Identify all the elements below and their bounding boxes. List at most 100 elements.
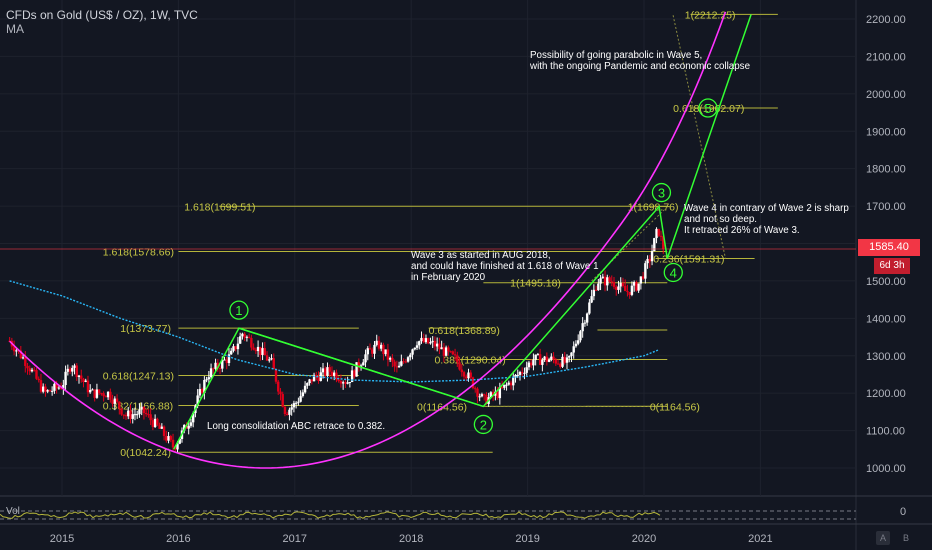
candle-body xyxy=(583,322,587,324)
candle-body xyxy=(317,376,320,381)
candle-body xyxy=(585,313,589,323)
candle-body xyxy=(626,291,629,293)
candle-body xyxy=(462,372,466,377)
candle-body xyxy=(341,382,345,384)
candle-body xyxy=(635,282,638,291)
candle-body xyxy=(628,292,631,295)
time-axis[interactable]: 2015 2016 2017 2018 2019 2020 2021 xyxy=(50,533,773,545)
candle-body xyxy=(424,338,428,343)
candle-body xyxy=(657,228,660,236)
candle-body xyxy=(538,354,542,365)
candle-body xyxy=(297,401,300,403)
volume-series-line xyxy=(0,511,661,519)
candle-body xyxy=(371,349,374,354)
candle-body xyxy=(532,359,535,366)
candle-body xyxy=(272,358,275,369)
candle-body xyxy=(380,344,383,349)
candle-body xyxy=(469,372,472,378)
candle-body xyxy=(474,388,477,390)
candle-body xyxy=(102,393,105,397)
candle-body xyxy=(357,362,361,368)
candle-body xyxy=(536,354,540,356)
candle-body xyxy=(127,410,130,417)
candle-body xyxy=(196,395,199,406)
candle-body xyxy=(355,362,358,377)
auto-scale-button[interactable]: A xyxy=(876,531,890,545)
candle-body xyxy=(377,340,381,349)
symbol-title[interactable]: CFDs on Gold (US$ / OZ), 1W, TVC xyxy=(6,8,198,22)
annotation-wave4: Wave 4 in contrary of Wave 2 is sharp xyxy=(684,203,849,214)
candle-body xyxy=(431,340,434,343)
wave2-line xyxy=(238,327,484,408)
candle-body xyxy=(221,359,224,369)
candle-body xyxy=(597,283,600,291)
candle-body xyxy=(265,355,269,361)
candle-body xyxy=(147,414,150,416)
candle-body xyxy=(406,357,410,362)
candle-body xyxy=(270,358,273,360)
candle-body xyxy=(162,426,166,436)
candle-body xyxy=(160,426,164,429)
candle-body xyxy=(285,414,289,416)
candle-body xyxy=(485,394,488,404)
candle-body xyxy=(460,369,463,373)
last-price-tag: 1585.40 xyxy=(858,239,920,256)
candle-body xyxy=(326,367,329,376)
candle-body xyxy=(328,367,331,372)
candle-body xyxy=(82,378,85,383)
candle-body xyxy=(53,383,56,391)
candle-body xyxy=(294,402,298,404)
candle-body xyxy=(124,414,128,417)
candle-body xyxy=(41,386,45,392)
wave-marker-circle xyxy=(698,98,718,118)
price-tick-label: 1100.00 xyxy=(866,426,905,438)
candle-body xyxy=(100,393,103,395)
candle-body xyxy=(236,343,240,350)
candle-body xyxy=(471,377,475,389)
candle-body xyxy=(529,362,533,366)
candle-body xyxy=(144,413,148,415)
candle-body xyxy=(230,350,233,355)
candle-body xyxy=(243,333,246,338)
volume-label[interactable]: Vol xyxy=(6,506,20,517)
fib-label: 0(1164.56) xyxy=(650,401,700,413)
time-tick-label: 2020 xyxy=(632,533,656,545)
annotation-wave4: and not so deep. xyxy=(684,214,757,225)
bar-countdown-tag: 6d 3h xyxy=(874,258,910,274)
price-axis[interactable]: 1000.00 1100.00 1200.00 1300.00 1400.00 1500.… xyxy=(866,14,906,475)
candle-body xyxy=(521,372,524,374)
candle-body xyxy=(418,341,421,346)
candle-body xyxy=(373,344,376,354)
candle-body xyxy=(615,286,618,290)
candle-body xyxy=(106,391,110,398)
candle-body xyxy=(252,347,255,350)
candle-body xyxy=(84,380,87,383)
candle-body xyxy=(579,331,582,341)
candle-body xyxy=(28,368,31,372)
candle-body xyxy=(301,392,305,397)
candle-body xyxy=(552,356,555,360)
candle-body xyxy=(73,365,76,368)
candle-body xyxy=(644,263,647,279)
candle-body xyxy=(312,374,316,382)
candle-body xyxy=(550,356,553,360)
candle-body xyxy=(608,277,611,282)
candle-body xyxy=(268,359,271,361)
candle-body xyxy=(639,276,643,284)
candle-body xyxy=(183,424,186,431)
price-tick-label: 1500.00 xyxy=(866,276,906,288)
volume-pane: 0 xyxy=(0,506,906,520)
fib-label: 0.236(1591.31) xyxy=(653,253,724,265)
log-scale-button[interactable]: B xyxy=(903,533,910,543)
candle-body xyxy=(368,348,372,350)
candle-body xyxy=(422,337,425,343)
candle-body xyxy=(254,349,258,352)
candle-body xyxy=(592,289,596,297)
candle-body xyxy=(632,282,636,286)
candle-body xyxy=(169,436,172,440)
candle-body xyxy=(256,346,260,352)
candle-body xyxy=(402,361,405,363)
candle-body xyxy=(21,357,25,359)
ma-indicator-label[interactable]: MA xyxy=(6,22,24,36)
